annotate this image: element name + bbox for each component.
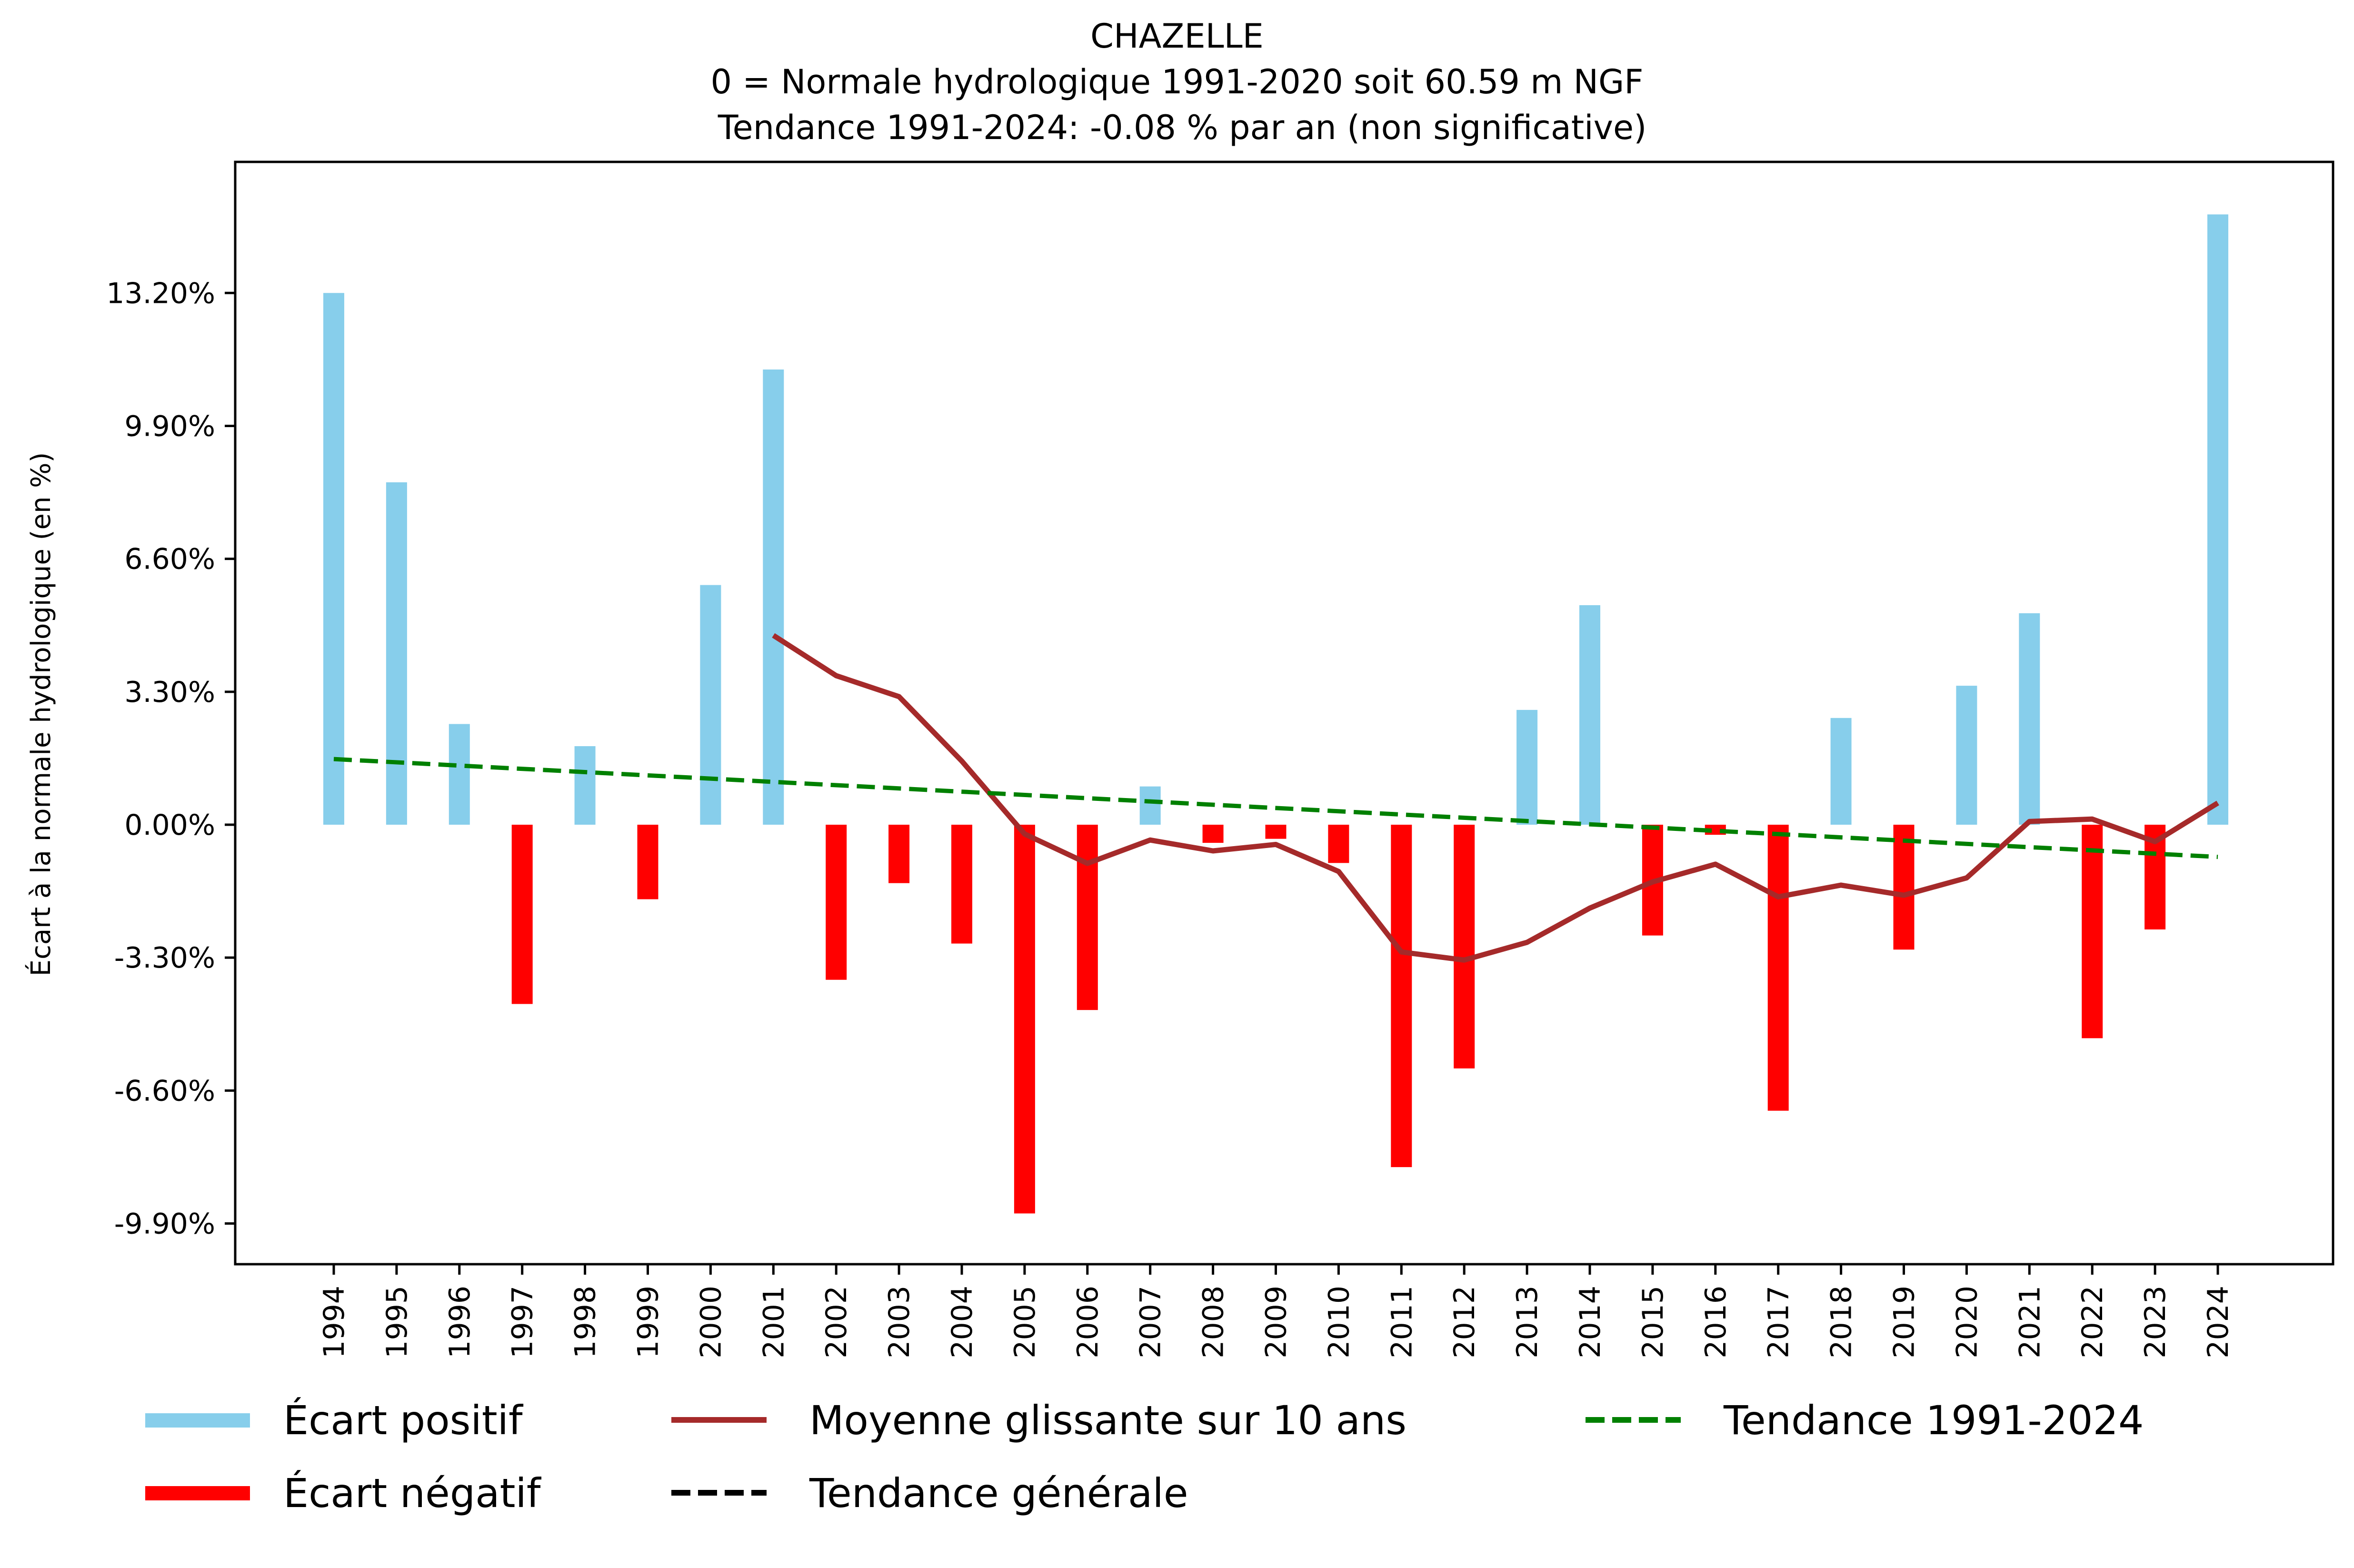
bar-negative-2012 (1454, 825, 1475, 1069)
x-tick-label: 2004 (946, 1286, 979, 1358)
legend-label: Écart positif (283, 1397, 524, 1444)
y-tick-label: -6.60% (114, 1074, 215, 1108)
bar-positive-1996 (449, 724, 470, 825)
legend-swatch-negative (145, 1486, 250, 1500)
legend-entry: Écart positif (145, 1397, 524, 1444)
bar-positive-2018 (1830, 718, 1852, 825)
bar-positive-2000 (700, 585, 721, 825)
y-tick-label: -3.30% (114, 941, 215, 975)
x-tick-label: 2008 (1197, 1286, 1230, 1358)
chart-subtitle-normal: 0 = Normale hydrologique 1991-2020 soit … (710, 62, 1643, 101)
bar-negative-2004 (951, 825, 972, 944)
x-tick-label: 2010 (1322, 1286, 1356, 1358)
x-tick-label: 1994 (318, 1286, 351, 1358)
legend-label: Tendance 1991-2024 (1723, 1397, 2144, 1444)
legend-label: Écart négatif (283, 1470, 542, 1517)
bar-positive-2013 (1516, 709, 1538, 825)
plot-frame (234, 160, 2334, 1266)
x-tick-label: 2017 (1762, 1286, 1795, 1358)
trend-line (333, 757, 2218, 859)
x-tick-label: 2016 (1699, 1286, 1733, 1358)
chart-subtitle-trend: Tendance 1991-2024: -0.08 % par an (non … (708, 108, 1647, 147)
y-tick-label: -9.90% (114, 1208, 215, 1241)
bar-positive-2001 (763, 370, 784, 825)
legend-entry: Écart négatif (145, 1470, 542, 1517)
x-tick-label: 2003 (883, 1286, 916, 1358)
y-tick-label: 13.20% (106, 277, 215, 310)
y-tick-label: 6.60% (124, 543, 215, 576)
x-tick-label: 1995 (380, 1286, 414, 1358)
bar-positive-2007 (1139, 786, 1161, 825)
x-tick-label: 2014 (1574, 1286, 1607, 1358)
bar-negative-2003 (888, 825, 910, 883)
legend-swatch-positive (145, 1413, 250, 1428)
x-tick-label: 1997 (506, 1286, 539, 1358)
x-tick-label: 2023 (2139, 1286, 2172, 1358)
plot-area (234, 160, 2334, 1266)
x-tick-label: 2018 (1825, 1286, 1858, 1358)
x-tick-label: 2006 (1071, 1286, 1105, 1358)
x-axis: 1994 1995 1996 1997 1998 1999 2000 2001 2002 2003… (318, 1264, 2235, 1358)
x-tick-label: 2005 (1008, 1286, 1042, 1358)
y-tick-label: 0.00% (124, 809, 215, 842)
x-tick-label: 1998 (569, 1286, 602, 1358)
x-tick-label: 2022 (2076, 1286, 2109, 1358)
legend-entry: Tendance générale (671, 1470, 1188, 1517)
x-tick-label: 2020 (1950, 1286, 1984, 1358)
bar-negative-2005 (1014, 825, 1035, 1214)
bar-positive-2021 (2019, 613, 2040, 825)
x-tick-label: 1996 (443, 1286, 477, 1358)
bar-negative-2002 (826, 825, 847, 980)
x-tick-label: 2011 (1385, 1286, 1418, 1358)
bar-negative-2006 (1077, 825, 1098, 1010)
bar-negative-2019 (1893, 825, 1915, 950)
x-tick-label: 2012 (1448, 1286, 1481, 1358)
legend-label: Moyenne glissante sur 10 ans (809, 1397, 1406, 1444)
chart-title: CHAZELLE (1090, 17, 1264, 56)
x-tick-label: 2007 (1134, 1286, 1167, 1358)
x-tick-label: 2009 (1260, 1286, 1293, 1358)
x-tick-label: 2000 (694, 1286, 728, 1358)
y-axis: -9.90% -6.60% -3.30% 0.00% 3.30% 6.60% 9.90% 13… (106, 277, 235, 1241)
x-tick-label: 2015 (1636, 1286, 1670, 1358)
chart-titles: CHAZELLE 0 = Normale hydrologique 1991-2… (708, 17, 1647, 147)
rolling-mean-line (772, 633, 2219, 963)
x-tick-label: 2002 (820, 1286, 853, 1358)
bar-positive-2024 (2207, 214, 2228, 825)
x-tick-label: 2024 (2202, 1286, 2235, 1358)
bar-positive-2020 (1956, 686, 1977, 825)
x-tick-label: 1999 (632, 1286, 665, 1358)
bar-positive-1995 (386, 482, 407, 825)
x-tick-label: 2019 (1888, 1286, 1921, 1358)
bar-negative-2011 (1391, 825, 1412, 1168)
bar-negative-1999 (637, 825, 658, 899)
legend-entry: Moyenne glissante sur 10 ans (671, 1397, 1406, 1444)
bar-negative-1997 (511, 825, 533, 1004)
bar-negative-2017 (1767, 825, 1789, 1111)
legend-label: Tendance générale (809, 1470, 1188, 1517)
y-tick-label: 3.30% (124, 676, 215, 709)
y-tick-label: 9.90% (124, 409, 215, 443)
legend: Écart positif Écart négatif Moyenne glissa… (145, 1397, 2144, 1517)
bar-positive-1994 (323, 293, 344, 825)
x-tick-label: 2021 (2013, 1286, 2046, 1358)
bar-negative-2022 (2082, 825, 2103, 1039)
y-axis-label: Écart à la normale hydrologique (en %) (26, 452, 57, 977)
x-tick-label: 2001 (757, 1286, 790, 1358)
x-tick-label: 2013 (1511, 1286, 1544, 1358)
bar-positive-2014 (1579, 605, 1600, 825)
legend-entry: Tendance 1991-2024 (1586, 1397, 2144, 1444)
bar-negative-2009 (1265, 825, 1287, 839)
bar-negative-2008 (1202, 825, 1224, 843)
bar-positive-1998 (574, 746, 596, 825)
bar-negative-2010 (1328, 825, 1349, 863)
